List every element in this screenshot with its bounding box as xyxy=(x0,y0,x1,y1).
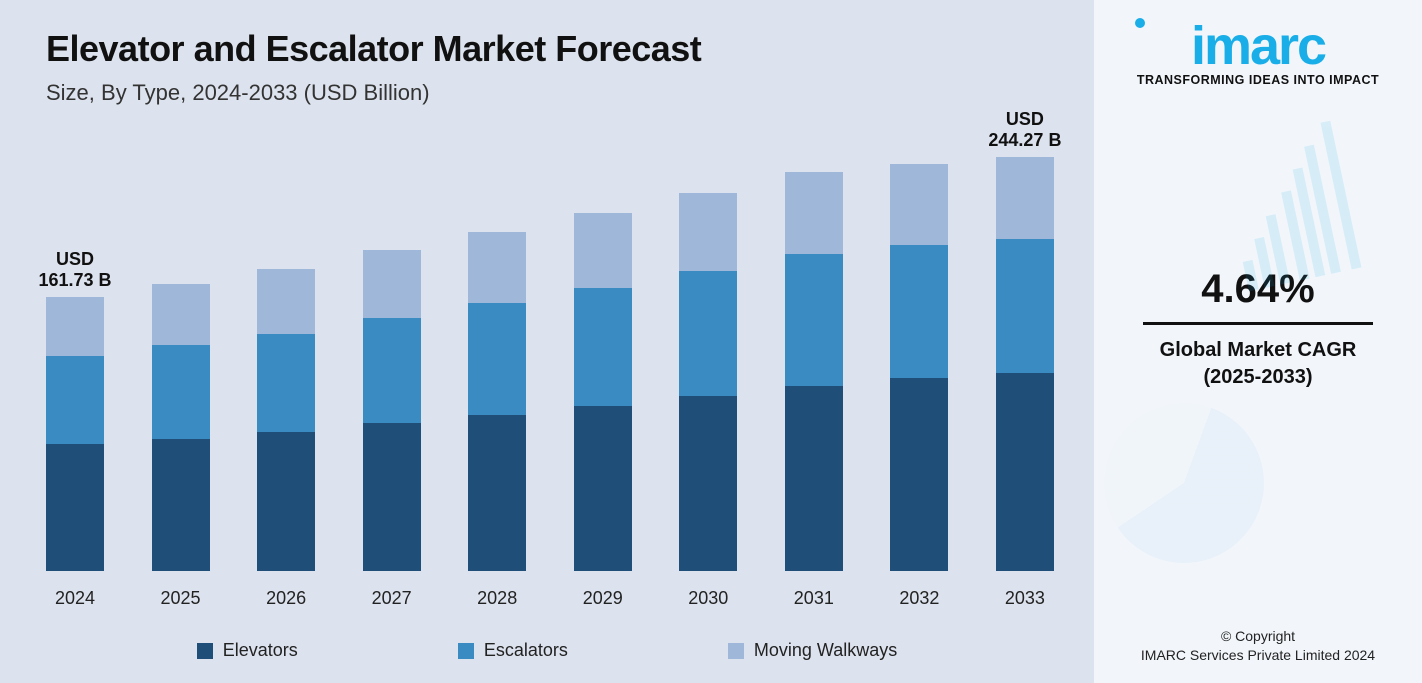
x-tick: 2027 xyxy=(363,588,421,609)
bar-segment-escalators xyxy=(257,334,315,432)
bar-column xyxy=(468,232,526,571)
legend-label: Elevators xyxy=(223,640,298,661)
legend-item-moving-walkways: Moving Walkways xyxy=(728,640,897,661)
cagr-block: 4.64% Global Market CAGR (2025-2033) xyxy=(1143,267,1373,391)
bar-column xyxy=(363,250,421,571)
bar-stack xyxy=(996,157,1054,571)
bar-segment-escalators xyxy=(679,271,737,397)
cagr-divider xyxy=(1143,322,1373,325)
bar-segment-escalators xyxy=(996,239,1054,373)
x-tick: 2026 xyxy=(257,588,315,609)
bar-segment-escalators xyxy=(46,356,104,444)
bar-stack xyxy=(468,232,526,571)
bar-value-label: USD161.73 B xyxy=(15,249,135,290)
bar-stack xyxy=(785,172,843,571)
bar-segment-escalators xyxy=(468,303,526,415)
bar-segment-escalators xyxy=(785,254,843,386)
x-tick: 2033 xyxy=(996,588,1054,609)
chart-title: Elevator and Escalator Market Forecast xyxy=(46,28,1054,70)
bar-column xyxy=(257,269,315,571)
cagr-label-line1: Global Market CAGR xyxy=(1143,337,1373,364)
x-tick: 2025 xyxy=(152,588,210,609)
bar-segment-elevators xyxy=(785,386,843,571)
sidebar-panel: imarc TRANSFORMING IDEAS INTO IMPACT 4.6… xyxy=(1094,0,1422,683)
legend-label: Moving Walkways xyxy=(754,640,897,661)
chart-legend: Elevators Escalators Moving Walkways xyxy=(0,640,1094,661)
legend-item-escalators: Escalators xyxy=(458,640,568,661)
copyright-line2: IMARC Services Private Limited 2024 xyxy=(1094,646,1422,665)
x-tick: 2032 xyxy=(890,588,948,609)
legend-item-elevators: Elevators xyxy=(197,640,298,661)
bar-segment-moving-walkways xyxy=(890,164,948,245)
bar-column xyxy=(152,284,210,571)
brand-logo: imarc TRANSFORMING IDEAS INTO IMPACT xyxy=(1137,22,1379,87)
logo-wordmark: imarc xyxy=(1137,22,1379,71)
bar-column: USD161.73 B xyxy=(46,297,104,571)
x-tick: 2030 xyxy=(679,588,737,609)
bar-segment-moving-walkways xyxy=(257,269,315,333)
bar-segment-moving-walkways xyxy=(785,172,843,253)
bar-segment-elevators xyxy=(679,396,737,571)
bar-segment-elevators xyxy=(890,378,948,571)
bar-segment-elevators xyxy=(468,415,526,571)
bar-stack xyxy=(363,250,421,571)
bar-stack xyxy=(152,284,210,571)
bar-column xyxy=(574,213,632,571)
x-tick: 2024 xyxy=(46,588,104,609)
x-axis: 2024 2025 2026 2027 2028 2029 2030 2031 2032 2033 xyxy=(46,588,1054,609)
bar-segment-elevators xyxy=(46,444,104,571)
bars-row: USD161.73 B USD244.27 B xyxy=(46,130,1054,571)
legend-swatch-icon xyxy=(458,643,474,659)
logo-dot-icon xyxy=(1135,18,1145,28)
bar-segment-escalators xyxy=(363,318,421,423)
bar-stack xyxy=(46,297,104,571)
chart-panel: Elevator and Escalator Market Forecast S… xyxy=(0,0,1094,683)
bar-segment-elevators xyxy=(363,423,421,571)
bar-column xyxy=(890,164,948,571)
logo-text: imarc xyxy=(1191,16,1325,76)
x-tick: 2031 xyxy=(785,588,843,609)
x-tick: 2029 xyxy=(574,588,632,609)
bar-segment-elevators xyxy=(257,432,315,571)
bar-segment-escalators xyxy=(890,245,948,377)
cagr-value: 4.64% xyxy=(1143,267,1373,312)
chart-subtitle: Size, By Type, 2024-2033 (USD Billion) xyxy=(46,80,1054,106)
bar-segment-moving-walkways xyxy=(996,157,1054,239)
bar-stack xyxy=(257,269,315,571)
bar-column xyxy=(679,193,737,571)
bar-stack xyxy=(574,213,632,571)
bar-segment-moving-walkways xyxy=(574,213,632,288)
bar-segment-moving-walkways xyxy=(468,232,526,303)
bar-stack xyxy=(890,164,948,571)
legend-swatch-icon xyxy=(728,643,744,659)
bar-segment-moving-walkways xyxy=(152,284,210,345)
copyright: © Copyright IMARC Services Private Limit… xyxy=(1094,627,1422,665)
copyright-line1: © Copyright xyxy=(1094,627,1422,646)
bar-column: USD244.27 B xyxy=(996,157,1054,571)
bar-value-label: USD244.27 B xyxy=(965,109,1085,150)
x-tick: 2028 xyxy=(468,588,526,609)
decorative-pie-icon xyxy=(1081,380,1286,585)
bar-segment-elevators xyxy=(152,439,210,571)
bar-segment-moving-walkways xyxy=(46,297,104,356)
legend-swatch-icon xyxy=(197,643,213,659)
bar-segment-escalators xyxy=(574,288,632,407)
bar-segment-elevators xyxy=(996,373,1054,571)
bar-stack xyxy=(679,193,737,571)
bar-segment-escalators xyxy=(152,345,210,438)
bar-column xyxy=(785,172,843,571)
bar-segment-moving-walkways xyxy=(679,193,737,271)
cagr-label-line2: (2025-2033) xyxy=(1143,364,1373,391)
bar-segment-elevators xyxy=(574,406,632,571)
chart-area: USD161.73 B USD244.27 B xyxy=(46,130,1054,571)
bar-segment-moving-walkways xyxy=(363,250,421,318)
legend-label: Escalators xyxy=(484,640,568,661)
